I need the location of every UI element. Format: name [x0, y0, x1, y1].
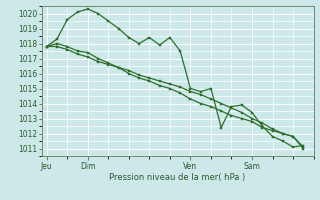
X-axis label: Pression niveau de la mer( hPa ): Pression niveau de la mer( hPa ) [109, 173, 246, 182]
